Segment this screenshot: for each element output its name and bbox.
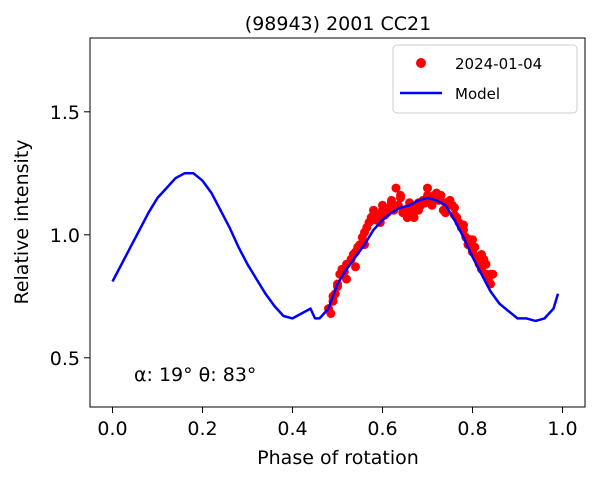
model-series xyxy=(111,172,560,323)
legend-label-scatter: 2024-01-04 xyxy=(455,55,542,73)
scatter-point xyxy=(486,269,495,279)
scatter-point xyxy=(477,250,486,259)
y-tick-label: 1.5 xyxy=(50,102,80,124)
scatter-point xyxy=(387,198,396,208)
legend-box xyxy=(392,44,578,114)
scatter-point xyxy=(351,262,360,272)
x-axis: 0.0 0.2 0.4 0.6 0.8 1.0 xyxy=(97,407,578,440)
scatter-point xyxy=(470,242,480,252)
legend-label-model: Model xyxy=(455,85,500,103)
scatter-point xyxy=(391,183,401,193)
x-tick-label: 0.4 xyxy=(277,418,307,440)
scatter-point xyxy=(326,309,336,318)
model-line xyxy=(111,172,560,323)
legend: 2024-01-04 Model xyxy=(392,44,578,114)
y-tick-label: 1.0 xyxy=(50,225,80,247)
scatter-point xyxy=(481,259,491,269)
scatter-point xyxy=(459,220,468,230)
x-tick-label: 0.2 xyxy=(187,418,217,440)
x-tick-label: 0.0 xyxy=(97,418,127,440)
scatter-point xyxy=(342,274,351,284)
x-tick-label: 0.6 xyxy=(367,418,397,440)
plot-frame xyxy=(89,37,586,408)
legend-marker-scatter xyxy=(416,58,426,68)
x-axis-label: Phase of rotation xyxy=(257,447,419,469)
scatter-point xyxy=(468,235,477,245)
scatter-point xyxy=(414,205,423,215)
scatter-point xyxy=(396,190,405,200)
scatter-point xyxy=(450,203,459,213)
scatter-point xyxy=(423,183,432,193)
scatter-point xyxy=(409,213,419,223)
angle-annotation: α: 19° θ: 83° xyxy=(134,364,256,386)
scatter-point xyxy=(427,200,437,210)
y-axis: 0.5 1.0 1.5 xyxy=(50,102,90,370)
scatter-point xyxy=(378,205,387,215)
x-tick-label: 0.8 xyxy=(457,418,487,440)
chart-title: (98943) 2001 CC21 xyxy=(245,13,431,35)
y-tick-label: 0.5 xyxy=(50,348,80,370)
x-tick-label: 1.0 xyxy=(547,418,577,440)
scatter-point xyxy=(369,210,378,220)
y-axis-label: Relative intensity xyxy=(11,139,33,304)
